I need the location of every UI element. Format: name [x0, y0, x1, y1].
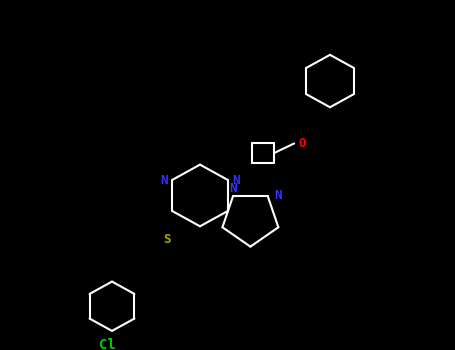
Text: S: S — [163, 233, 171, 246]
Text: Cl: Cl — [99, 338, 116, 350]
Text: N: N — [274, 189, 282, 202]
Text: O: O — [298, 137, 306, 150]
Text: N: N — [232, 174, 240, 187]
Text: N: N — [229, 182, 237, 195]
Text: N: N — [160, 174, 168, 187]
